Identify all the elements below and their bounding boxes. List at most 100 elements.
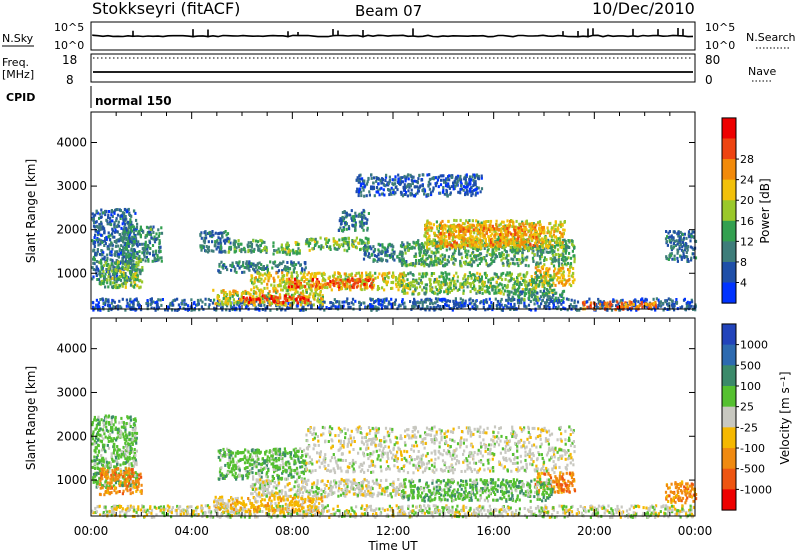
heatmap-cell [200,231,203,235]
heatmap-cell [437,230,440,233]
heatmap-cell [385,258,388,262]
heatmap-cell [425,297,428,301]
heatmap-cell [461,282,464,286]
heatmap-cell [279,284,282,288]
heatmap-cell [351,276,354,280]
heatmap-cell [138,306,141,310]
heatmap-cell [521,256,524,260]
heatmap-cell [295,298,298,302]
heatmap-cell [225,265,228,269]
heatmap-cell [690,304,693,308]
heatmap-cell [612,298,615,302]
heatmap-cell [282,278,285,282]
heatmap-cell [506,260,509,264]
heatmap-cell [466,225,469,229]
heatmap-cell [341,283,344,287]
heatmap-cell [147,230,151,234]
heatmap-cell [449,281,452,285]
heatmap-cell [234,289,237,293]
heatmap-cell [430,300,433,304]
heatmap-cell [272,300,275,304]
heatmap-cell [299,284,302,288]
heatmap-cell [309,276,312,280]
heatmap-cell [116,277,119,281]
heatmap-cell [615,304,618,308]
heatmap-cell [465,226,468,230]
heatmap-cell [159,250,162,253]
beam-title: Beam 07 [355,2,422,20]
heatmap-cell [440,241,443,245]
heatmap-cell [123,251,126,255]
heatmap-cell [329,245,332,249]
heatmap-cell [212,288,215,292]
heatmap-cell [340,287,343,290]
heatmap-cell [554,267,557,271]
heatmap-cell [520,283,523,286]
heatmap-cell [158,242,161,246]
heatmap-cell [561,254,564,258]
heatmap-cell [531,256,535,260]
heatmap-cell [534,228,537,232]
heatmap-cell [306,295,309,299]
heatmap-cell [114,305,117,309]
heatmap-cell [569,263,572,267]
heatmap-cell [551,299,554,303]
heatmap-cell [111,229,114,233]
heatmap-cell [256,262,259,266]
heatmap-cell [387,243,390,247]
heatmap-cell [485,243,488,247]
heatmap-cell [121,265,124,269]
heatmap-cell [114,262,117,266]
heatmap-cell [256,278,259,282]
heatmap-cell [572,281,575,285]
heatmap-cell [595,302,598,306]
heatmap-cell [217,236,220,240]
heatmap-cell [225,233,228,237]
heatmap-cell [201,244,204,248]
heatmap-cell [203,241,206,245]
heatmap-cell [532,244,535,247]
heatmap-cell [296,285,299,289]
freq-top-tick: 18 [62,53,77,67]
heatmap-cell [450,257,453,261]
heatmap-cell [500,290,503,294]
heatmap-cell [231,261,234,265]
heatmap-cell [486,248,489,252]
heatmap-cell [346,284,349,288]
heatmap-cell [514,251,517,255]
heatmap-cell [305,290,308,294]
heatmap-cell [347,236,350,240]
heatmap-cell [302,292,305,296]
heatmap-cell [561,263,564,267]
heatmap-cell [440,239,443,243]
heatmap-cell [149,303,152,306]
heatmap-cell [411,304,414,308]
heatmap-cell [160,259,163,263]
heatmap-cell [443,258,447,261]
heatmap-cell [119,217,122,220]
heatmap-cell [440,233,443,237]
heatmap-cell [106,245,109,249]
heatmap-cell [127,255,130,259]
heatmap-cell [136,273,139,277]
heatmap-cell [475,258,478,262]
heatmap-cell [559,245,562,249]
heatmap-cell [527,303,531,307]
heatmap-cell [332,304,335,308]
heatmap-cell [486,250,489,254]
heatmap-cell [469,232,472,235]
heatmap-cell [192,302,195,306]
heatmap-cell [245,305,248,308]
heatmap-cell [360,288,363,292]
heatmap-cell [369,275,372,279]
heatmap-cell [183,303,186,307]
heatmap-cell [391,303,394,307]
heatmap-cell [124,308,127,312]
heatmap-cell [107,300,110,304]
heatmap-cell [306,278,309,281]
heatmap-cell [232,293,236,297]
heatmap-cell [532,260,535,263]
heatmap-cell [344,287,347,291]
heatmap-cell [230,268,233,272]
heatmap-cell [141,268,144,272]
